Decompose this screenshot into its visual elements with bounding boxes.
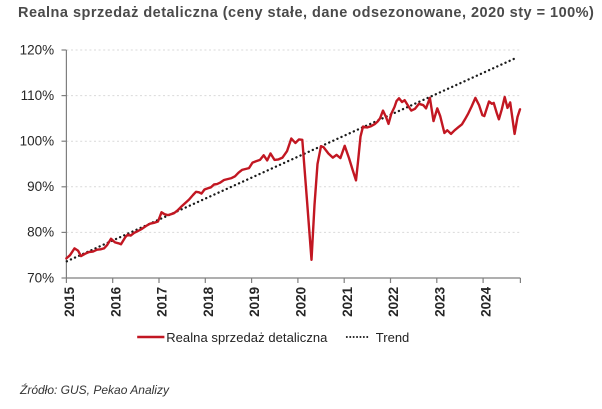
svg-text:2015: 2015 — [62, 286, 77, 317]
svg-text:Trend: Trend — [376, 330, 409, 345]
svg-text:120%: 120% — [20, 42, 55, 57]
svg-text:100%: 100% — [20, 134, 55, 149]
svg-text:2022: 2022 — [386, 287, 401, 317]
svg-text:2018: 2018 — [201, 286, 216, 317]
svg-text:Realna sprzedaż detaliczna: Realna sprzedaż detaliczna — [166, 330, 328, 345]
svg-text:2019: 2019 — [247, 287, 262, 317]
svg-text:70%: 70% — [27, 270, 54, 285]
svg-text:90%: 90% — [27, 179, 54, 194]
svg-text:2024: 2024 — [479, 286, 494, 317]
svg-text:110%: 110% — [21, 88, 55, 103]
svg-text:80%: 80% — [27, 225, 54, 240]
svg-text:2016: 2016 — [108, 286, 123, 317]
svg-text:2020: 2020 — [294, 287, 309, 317]
svg-text:2023: 2023 — [432, 286, 447, 317]
svg-text:2021: 2021 — [340, 286, 355, 317]
svg-text:2017: 2017 — [155, 287, 170, 317]
